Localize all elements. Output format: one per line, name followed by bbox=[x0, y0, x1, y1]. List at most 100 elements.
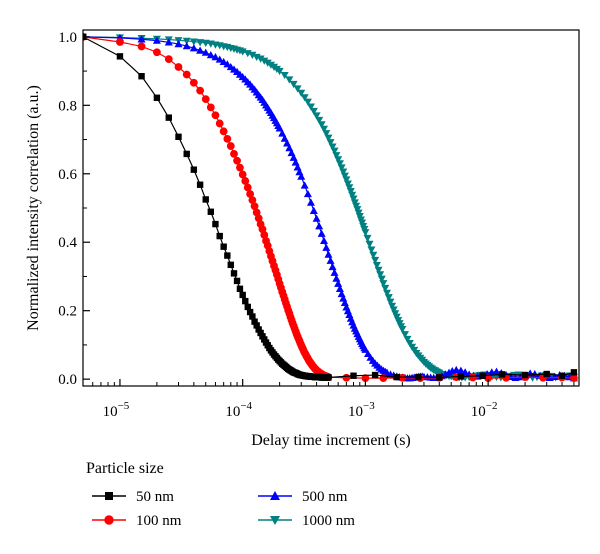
data-point bbox=[348, 191, 357, 199]
data-point bbox=[570, 369, 578, 376]
data-point bbox=[479, 372, 486, 379]
data-point bbox=[215, 119, 224, 128]
data-point bbox=[317, 229, 326, 237]
data-point bbox=[116, 53, 124, 60]
legend-label: 500 nm bbox=[302, 489, 348, 505]
data-point bbox=[312, 112, 321, 120]
data-point bbox=[328, 262, 337, 271]
data-point bbox=[361, 374, 370, 383]
data-point bbox=[138, 73, 145, 80]
data-point bbox=[361, 229, 370, 237]
data-point bbox=[398, 325, 407, 334]
data-point bbox=[521, 371, 529, 379]
data-point bbox=[365, 240, 374, 248]
data-point bbox=[216, 232, 223, 240]
legend-marker bbox=[270, 516, 280, 525]
data-point bbox=[249, 313, 256, 320]
data-point bbox=[369, 251, 378, 259]
data-point bbox=[220, 243, 227, 250]
data-point bbox=[289, 80, 298, 89]
data-point bbox=[405, 340, 414, 348]
data-point bbox=[182, 37, 191, 45]
data-point bbox=[530, 370, 539, 378]
data-point bbox=[137, 35, 146, 43]
data-point bbox=[386, 298, 395, 306]
data-point bbox=[350, 372, 357, 379]
series-50-nm bbox=[83, 33, 578, 381]
data-point bbox=[339, 168, 348, 176]
data-point bbox=[322, 243, 331, 251]
data-point bbox=[239, 291, 246, 299]
data-point bbox=[363, 234, 372, 243]
plot-frame bbox=[82, 29, 580, 387]
data-point bbox=[233, 156, 241, 165]
data-point bbox=[165, 114, 172, 121]
data-point bbox=[219, 127, 228, 136]
legend-item: 50 nm bbox=[92, 489, 174, 505]
data-point bbox=[376, 271, 385, 279]
data-point bbox=[345, 184, 354, 192]
data-point bbox=[300, 181, 309, 189]
plot-area bbox=[83, 32, 578, 383]
data-point bbox=[212, 220, 219, 228]
data-point bbox=[236, 285, 244, 292]
data-point bbox=[320, 236, 329, 245]
data-point bbox=[330, 268, 339, 276]
data-point bbox=[343, 180, 352, 188]
data-point bbox=[152, 36, 161, 44]
data-point bbox=[257, 329, 264, 337]
y-axis-title: Normalized intensity correlation (a.u.) bbox=[25, 85, 42, 331]
data-point bbox=[326, 256, 335, 264]
data-point bbox=[251, 318, 258, 325]
data-point bbox=[196, 39, 205, 47]
data-point bbox=[456, 366, 465, 374]
data-point bbox=[374, 266, 383, 274]
data-point bbox=[325, 374, 332, 381]
legend-marker bbox=[104, 515, 114, 525]
data-point bbox=[285, 76, 294, 84]
data-point bbox=[415, 373, 422, 381]
data-point bbox=[116, 38, 124, 46]
legend-label: 1000 nm bbox=[302, 513, 355, 529]
data-point bbox=[263, 59, 272, 67]
data-point bbox=[570, 374, 578, 383]
data-point bbox=[317, 121, 326, 129]
data-point bbox=[246, 308, 254, 316]
data-point bbox=[334, 279, 343, 287]
legend-item: 100 nm bbox=[92, 513, 182, 529]
data-point bbox=[275, 124, 284, 132]
series-1000-nm bbox=[83, 33, 578, 382]
data-point bbox=[238, 170, 247, 179]
data-point bbox=[190, 166, 198, 173]
legend: Particle size 50 nm 100 nm 500 nm 1000 nm bbox=[86, 460, 355, 529]
data-point bbox=[403, 335, 412, 344]
data-point bbox=[183, 150, 190, 158]
data-point bbox=[230, 150, 238, 158]
data-point bbox=[309, 107, 318, 116]
data-point bbox=[377, 275, 386, 283]
data-point bbox=[312, 214, 321, 222]
data-point bbox=[137, 42, 146, 51]
data-point bbox=[297, 89, 306, 97]
data-point bbox=[436, 374, 443, 381]
x-tick-label: 10−3 bbox=[348, 400, 375, 420]
data-point bbox=[211, 111, 220, 120]
data-point bbox=[236, 163, 244, 172]
legend-title: Particle size bbox=[86, 460, 164, 477]
data-point bbox=[379, 280, 388, 288]
data-point bbox=[293, 85, 302, 93]
data-point bbox=[189, 38, 198, 46]
data-point bbox=[248, 196, 257, 205]
data-point bbox=[389, 306, 398, 314]
series-100-nm bbox=[83, 32, 578, 383]
data-point bbox=[233, 277, 241, 285]
data-point bbox=[334, 156, 343, 164]
data-point bbox=[255, 326, 262, 333]
data-point bbox=[223, 134, 232, 143]
series-500-nm bbox=[83, 32, 578, 382]
data-point bbox=[383, 289, 392, 297]
y-tick-label: 0.6 bbox=[58, 167, 77, 183]
data-point bbox=[393, 373, 400, 381]
legend-item: 500 nm bbox=[258, 489, 348, 505]
data-point bbox=[256, 55, 265, 63]
